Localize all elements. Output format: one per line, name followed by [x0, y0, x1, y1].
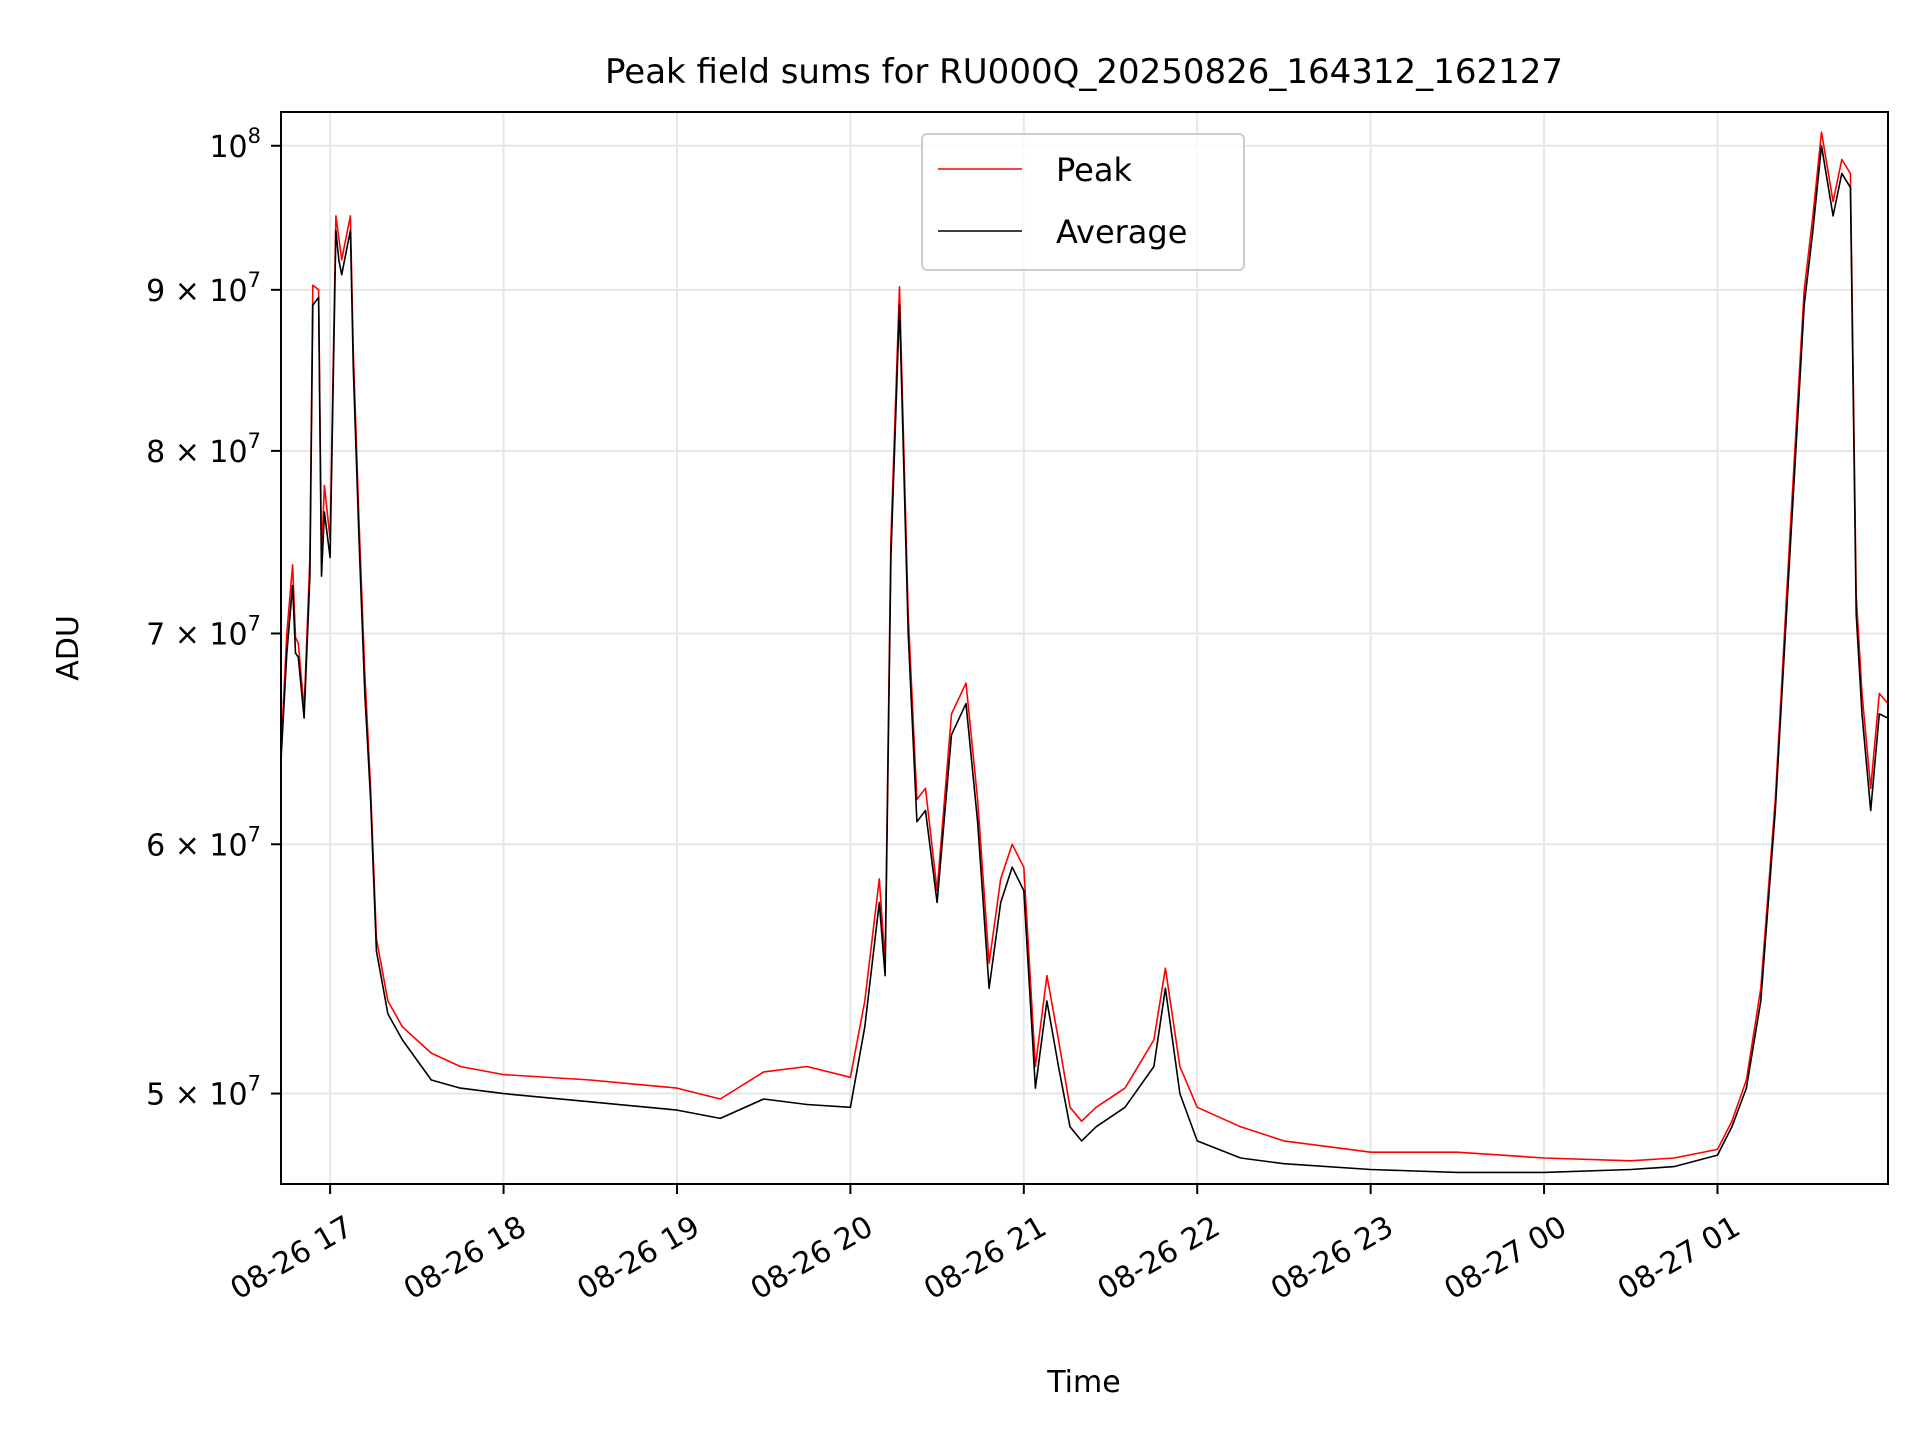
x-axis-label: Time: [1046, 1365, 1120, 1400]
legend-label-average: Average: [1056, 213, 1187, 251]
y-tick-label: 108: [209, 124, 261, 165]
y-tick-label: 7 × 107: [146, 611, 261, 652]
y-tick-label: 9 × 107: [146, 268, 261, 309]
y-axis-label: ADU: [51, 615, 86, 681]
legend-label-peak: Peak: [1056, 151, 1132, 189]
y-tick-label: 8 × 107: [146, 429, 261, 470]
y-tick-label: 5 × 107: [146, 1072, 261, 1113]
y-tick-label: 6 × 107: [146, 822, 261, 863]
chart-title: Peak field sums for RU000Q_20250826_1643…: [605, 52, 1563, 92]
y-axis: 5 × 107 6 × 107 7 × 107 8 × 107 9 × 107 108: [146, 124, 281, 1113]
legend-box: [921, 133, 1245, 271]
series-layer: [281, 131, 1888, 1174]
plot-frame: [280, 111, 1889, 1185]
series-line-peak: [281, 131, 1888, 1162]
series-line-average: [281, 145, 1888, 1174]
legend: Peak Average: [921, 133, 1245, 271]
